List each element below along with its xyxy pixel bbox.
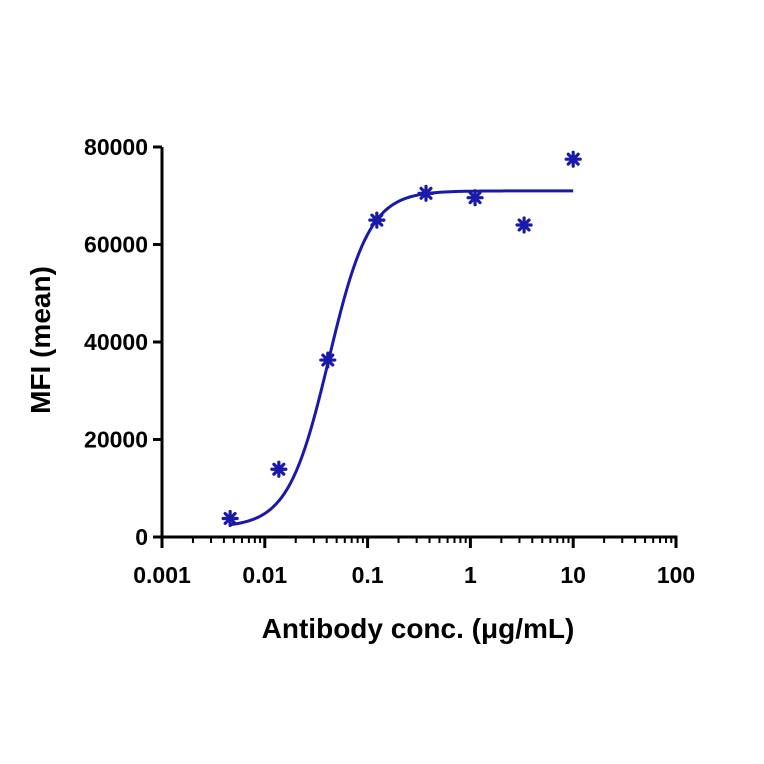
marker-core	[324, 356, 332, 364]
y-tick-label: 80000	[84, 134, 148, 160]
marker-core	[471, 194, 479, 202]
x-axis-title: Antibody conc. (μg/mL)	[262, 613, 575, 644]
data-point	[417, 184, 435, 202]
y-tick-label: 20000	[84, 427, 148, 453]
data-point	[270, 460, 288, 478]
x-tick-label: 0.001	[133, 562, 191, 588]
y-tick-label: 40000	[84, 329, 148, 355]
y-axis-title: MFI (mean)	[25, 266, 56, 414]
marker-core	[569, 155, 577, 163]
marker-core	[226, 514, 234, 522]
marker-core	[422, 189, 430, 197]
y-tick-label: 0	[135, 524, 148, 550]
data-point	[319, 351, 337, 369]
x-tick-label: 100	[657, 562, 695, 588]
data-point	[466, 189, 484, 207]
x-tick-label: 1	[464, 562, 477, 588]
data-point	[515, 216, 533, 234]
marker-core	[373, 216, 381, 224]
x-ticks: 0.001 0.01 0.1 1 10 100	[133, 537, 695, 588]
data-point	[221, 509, 239, 528]
data-point	[564, 150, 582, 168]
marker-core	[520, 221, 528, 229]
y-tick-label: 60000	[84, 232, 148, 258]
x-tick-label: 0.1	[352, 562, 384, 588]
marker-core	[275, 465, 283, 473]
data-points	[221, 150, 582, 528]
data-point	[368, 211, 386, 229]
x-tick-label: 10	[560, 562, 586, 588]
fit-curve	[229, 189, 574, 527]
axes	[160, 147, 678, 539]
y-ticks: 0 20000 40000 60000 80000	[84, 134, 162, 550]
x-tick-label: 0.01	[242, 562, 287, 588]
